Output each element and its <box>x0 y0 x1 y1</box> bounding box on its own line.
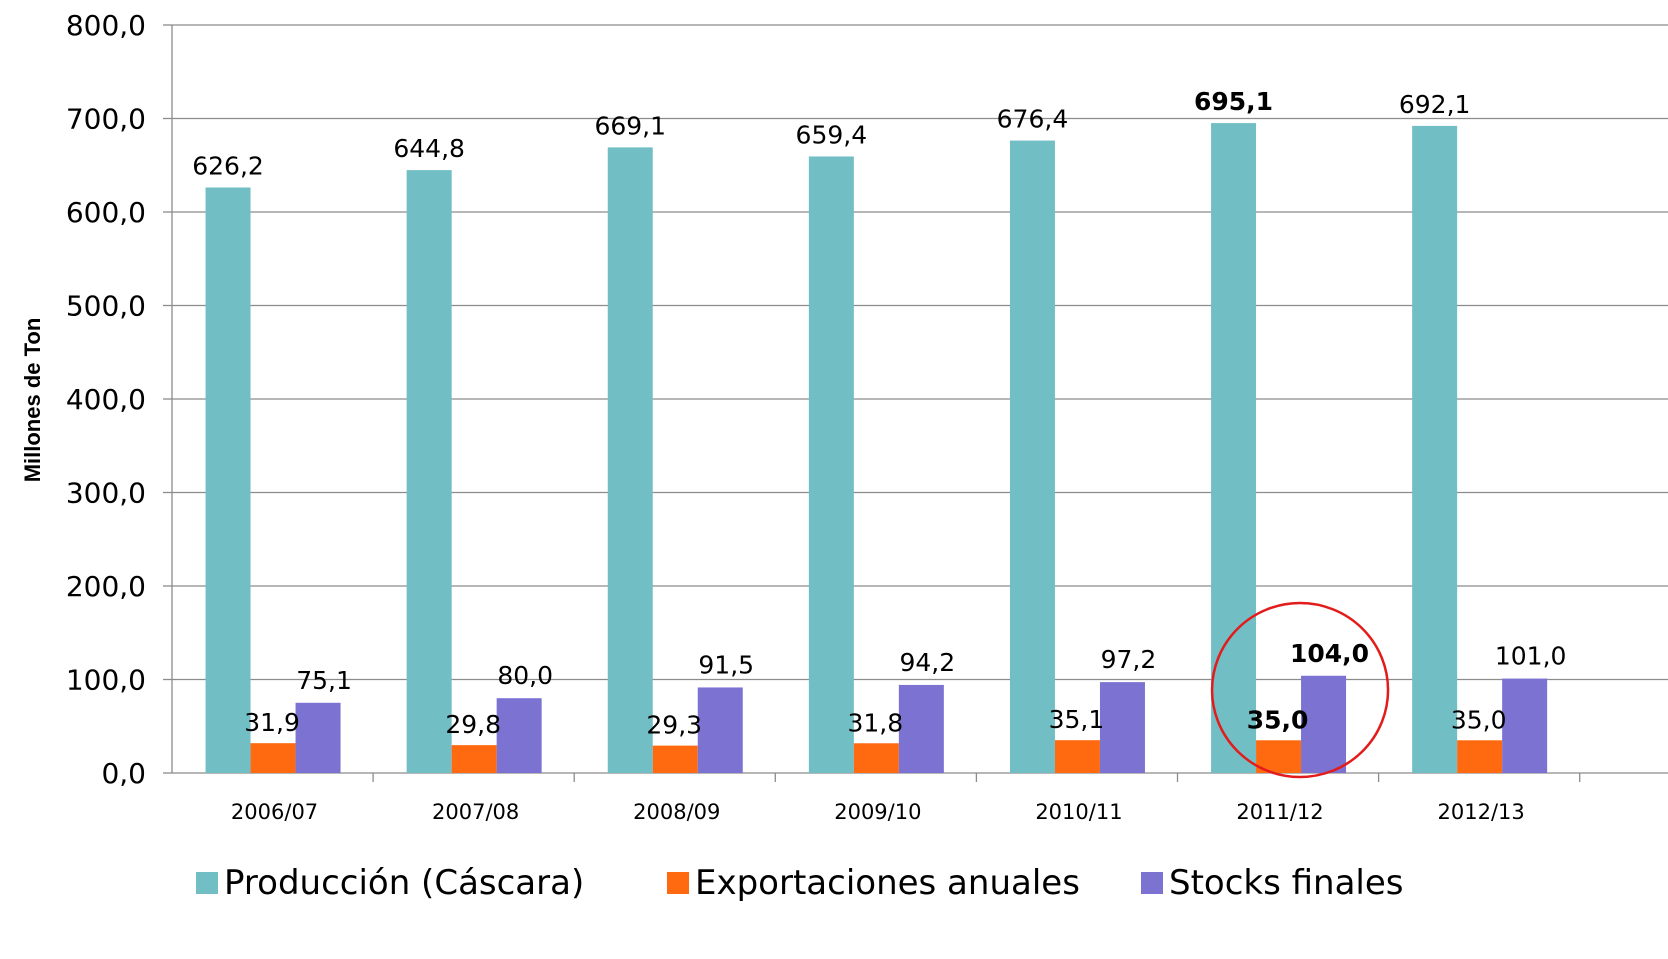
bar <box>406 170 452 773</box>
data-label: 80,0 <box>497 661 553 690</box>
legend: Producción (Cáscara) Exportaciones anuale… <box>196 863 1404 903</box>
bar <box>1412 125 1458 774</box>
bar <box>1301 675 1347 773</box>
data-label: 676,4 <box>997 105 1069 134</box>
bar <box>1502 678 1548 773</box>
x-tick-label: 2011/12 <box>1236 800 1323 824</box>
bar <box>205 187 251 774</box>
data-label: 31,9 <box>244 708 300 737</box>
data-label: 94,2 <box>900 648 956 677</box>
data-label: 669,1 <box>594 111 666 140</box>
bar <box>496 698 542 773</box>
bar <box>853 743 899 773</box>
bar <box>1099 682 1145 773</box>
highlight-circle <box>1210 601 1390 779</box>
y-tick-label: 300,0 <box>66 477 146 510</box>
x-tick-label: 2006/07 <box>231 800 318 824</box>
legend-swatch <box>196 872 218 894</box>
legend-swatch <box>1141 872 1163 894</box>
data-label: 35,0 <box>1247 705 1309 734</box>
bar <box>697 687 743 773</box>
y-axis: 0,0 100,0 200,0 300,0 400,0 500,0 600,0 700,0 80… <box>66 9 173 790</box>
y-tick-label: 800,0 <box>66 9 146 42</box>
x-tick-label: 2012/13 <box>1438 800 1525 824</box>
y-tick-label: 200,0 <box>66 570 146 603</box>
data-label: 97,2 <box>1101 645 1157 674</box>
bar <box>1256 740 1302 773</box>
y-tick-label: 0,0 <box>101 757 146 790</box>
legend-swatch <box>667 872 689 894</box>
bar <box>898 684 944 773</box>
bar <box>1211 123 1257 774</box>
bar <box>808 156 854 773</box>
legend-label: Producción (Cáscara) <box>224 863 584 903</box>
bar <box>1009 140 1055 774</box>
data-label: 659,4 <box>796 120 868 149</box>
bar <box>250 743 296 773</box>
x-tick-label: 2007/08 <box>432 800 519 824</box>
data-label: 75,1 <box>296 666 352 695</box>
data-label: 29,3 <box>646 711 702 740</box>
data-labels: 626,2 31,9 75,1 644,8 29,8 80,0 669,1 29,3 91,5 6… <box>192 87 1566 740</box>
data-label: 692,1 <box>1399 90 1471 119</box>
x-tick-label: 2009/10 <box>834 800 921 824</box>
y-tick-label: 500,0 <box>66 290 146 323</box>
y-tick-label: 100,0 <box>66 664 146 697</box>
bar <box>1054 740 1100 773</box>
data-label: 35,0 <box>1451 705 1507 734</box>
data-label: 104,0 <box>1290 639 1369 668</box>
data-label: 626,2 <box>192 152 264 181</box>
data-label: 695,1 <box>1194 87 1273 116</box>
data-label: 101,0 <box>1495 642 1567 671</box>
y-tick-label: 600,0 <box>66 196 146 229</box>
bar <box>1457 740 1503 773</box>
legend-label: Exportaciones anuales <box>695 863 1080 903</box>
legend-label: Stocks finales <box>1169 863 1404 903</box>
y-tick-label: 700,0 <box>66 103 146 136</box>
data-label: 29,8 <box>445 710 501 739</box>
data-label: 91,5 <box>698 650 754 679</box>
bar <box>451 745 497 773</box>
data-label: 644,8 <box>393 134 465 163</box>
bar <box>652 745 698 773</box>
y-axis-title: Millones de Ton <box>20 318 45 483</box>
highlight-group <box>1210 601 1390 779</box>
bar <box>607 147 653 774</box>
x-axis: 2006/07 2007/08 2008/09 2009/10 2010/11 2011/… <box>172 772 1668 824</box>
bar-series <box>205 123 1548 774</box>
x-tick-label: 2010/11 <box>1035 800 1122 824</box>
bar <box>295 702 341 773</box>
data-label: 35,1 <box>1049 705 1105 734</box>
x-tick-label: 2008/09 <box>633 800 720 824</box>
data-label: 31,8 <box>848 708 904 737</box>
y-tick-label: 400,0 <box>66 383 146 416</box>
